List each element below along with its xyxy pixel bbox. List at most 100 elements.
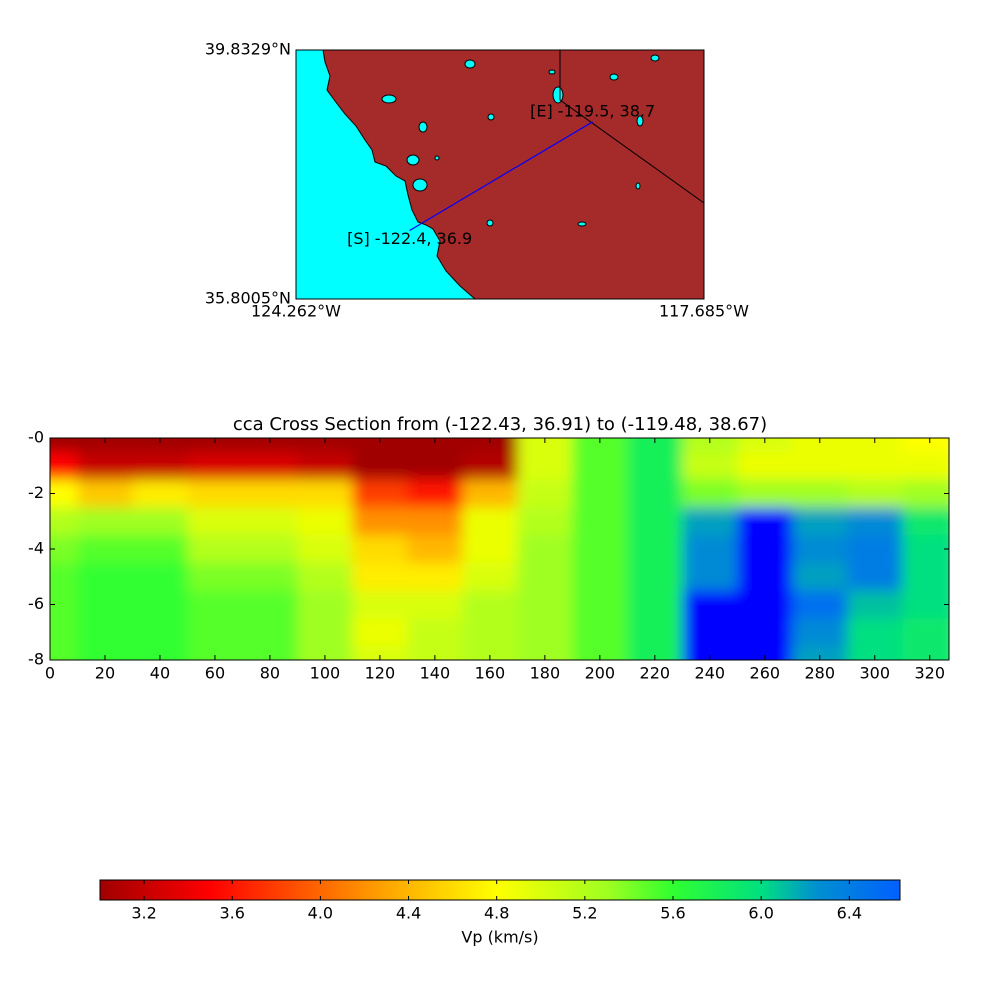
- heatmap-cell: [682, 618, 738, 647]
- lake: [418, 121, 428, 133]
- x-tick-label: 220: [640, 664, 671, 683]
- heatmap-cell: [517, 451, 573, 481]
- heatmap-cell: [682, 562, 738, 592]
- colorbar-tick-label: 5.2: [572, 904, 597, 923]
- heatmap-cell: [77, 535, 133, 564]
- heatmap-cell: [847, 618, 903, 647]
- colorbar-tick-label: 6.4: [837, 904, 862, 923]
- lake: [464, 59, 476, 69]
- heatmap-cell: [737, 646, 793, 660]
- colorbar-tick-label: 3.2: [131, 904, 156, 923]
- heatmap-cell: [462, 479, 518, 508]
- heatmap-cell: [242, 618, 298, 647]
- heatmap-cell: [517, 479, 573, 508]
- x-tick-label: 40: [150, 664, 170, 683]
- endpoint-label: [S] -122.4, 36.9: [347, 229, 472, 248]
- x-tick-label: 60: [205, 664, 225, 683]
- heatmap-cell: [407, 451, 463, 481]
- heatmap-cell: [132, 590, 188, 619]
- x-tick-label: 200: [585, 664, 616, 683]
- lake: [487, 113, 495, 121]
- x-tick-label: 20: [95, 664, 115, 683]
- y-tick-label: -6: [28, 594, 44, 613]
- heatmap-cell: [407, 646, 463, 660]
- heatmap-cell: [847, 646, 903, 660]
- heatmap-cell: [572, 451, 628, 481]
- heatmap-cell: [792, 646, 848, 660]
- heatmap-cell: [242, 646, 298, 660]
- heatmap-cell: [352, 590, 408, 619]
- heatmap-cell: [682, 646, 738, 660]
- state-border: [559, 50, 704, 204]
- heatmap-area: [50, 438, 949, 660]
- heatmap-cell: [737, 479, 793, 508]
- map-frame: [295, 49, 705, 300]
- x-tick-label: 120: [365, 664, 396, 683]
- heatmap-cell: [572, 479, 628, 508]
- heatmap-cell: [77, 618, 133, 647]
- heatmap-cell: [847, 562, 903, 592]
- heatmap-cell: [792, 618, 848, 647]
- heatmap-cell: [902, 618, 949, 647]
- heatmap-cell: [682, 438, 738, 453]
- heatmap-cell: [187, 535, 243, 564]
- lon-label: 124.262°W: [251, 302, 341, 321]
- heatmap-cell: [627, 479, 683, 508]
- heatmap-cell: [737, 451, 793, 481]
- colorbar-tick-label: 4.8: [484, 904, 509, 923]
- heatmap-cell: [682, 479, 738, 508]
- heatmap-cells: [50, 438, 949, 660]
- colorbar-tick-label: 6.0: [748, 904, 773, 923]
- heatmap-cell: [572, 646, 628, 660]
- heatmap-cell: [77, 451, 133, 481]
- heatmap-cell: [737, 507, 793, 536]
- heatmap-cell: [737, 535, 793, 564]
- heatmap-cell: [187, 590, 243, 619]
- heatmap-cell: [50, 618, 78, 647]
- y-tick-label: -2: [28, 483, 44, 502]
- heatmap-cell: [627, 562, 683, 592]
- heatmap-cell: [297, 535, 353, 564]
- heatmap-cell: [407, 438, 463, 453]
- heatmap-cell: [627, 590, 683, 619]
- heatmap-cell: [297, 590, 353, 619]
- heatmap-cell: [792, 562, 848, 592]
- lake: [412, 178, 428, 192]
- heatmap-cell: [627, 646, 683, 660]
- heatmap-cell: [132, 562, 188, 592]
- heatmap-cell: [187, 618, 243, 647]
- y-tick-label: -0: [28, 428, 44, 447]
- heatmap-cell: [462, 507, 518, 536]
- heatmap-cell: [517, 590, 573, 619]
- heatmap-cell: [242, 438, 298, 453]
- heatmap-cell: [462, 438, 518, 453]
- x-tick-label: 280: [805, 664, 836, 683]
- heatmap-cell: [187, 479, 243, 508]
- lake: [609, 73, 619, 81]
- heatmap-cell: [77, 479, 133, 508]
- colorbar-tick-label: 5.6: [660, 904, 685, 923]
- heatmap-cell: [407, 590, 463, 619]
- heatmap-cell: [77, 590, 133, 619]
- y-tick-label: -8: [28, 650, 44, 669]
- heatmap-cell: [682, 507, 738, 536]
- heatmap-cell: [132, 535, 188, 564]
- heatmap-cell: [297, 438, 353, 453]
- colorbar-tick-label: 3.6: [220, 904, 245, 923]
- heatmap-cell: [462, 646, 518, 660]
- lat-label: 35.8005°N: [205, 289, 291, 308]
- lake: [548, 69, 556, 75]
- heatmap-cell: [847, 438, 903, 453]
- heatmap-cell: [847, 451, 903, 481]
- heatmap-cell: [132, 646, 188, 660]
- heatmap-cell: [627, 451, 683, 481]
- x-tick-label: 140: [420, 664, 451, 683]
- colorbar: [99, 879, 901, 901]
- x-tick-label: 300: [859, 664, 890, 683]
- colorbar-label: Vp (km/s): [461, 928, 538, 947]
- heatmap-cell: [572, 618, 628, 647]
- heatmap-cell: [737, 590, 793, 619]
- heatmap-cell: [902, 646, 949, 660]
- heatmap-cell: [187, 507, 243, 536]
- heatmap-cell: [242, 590, 298, 619]
